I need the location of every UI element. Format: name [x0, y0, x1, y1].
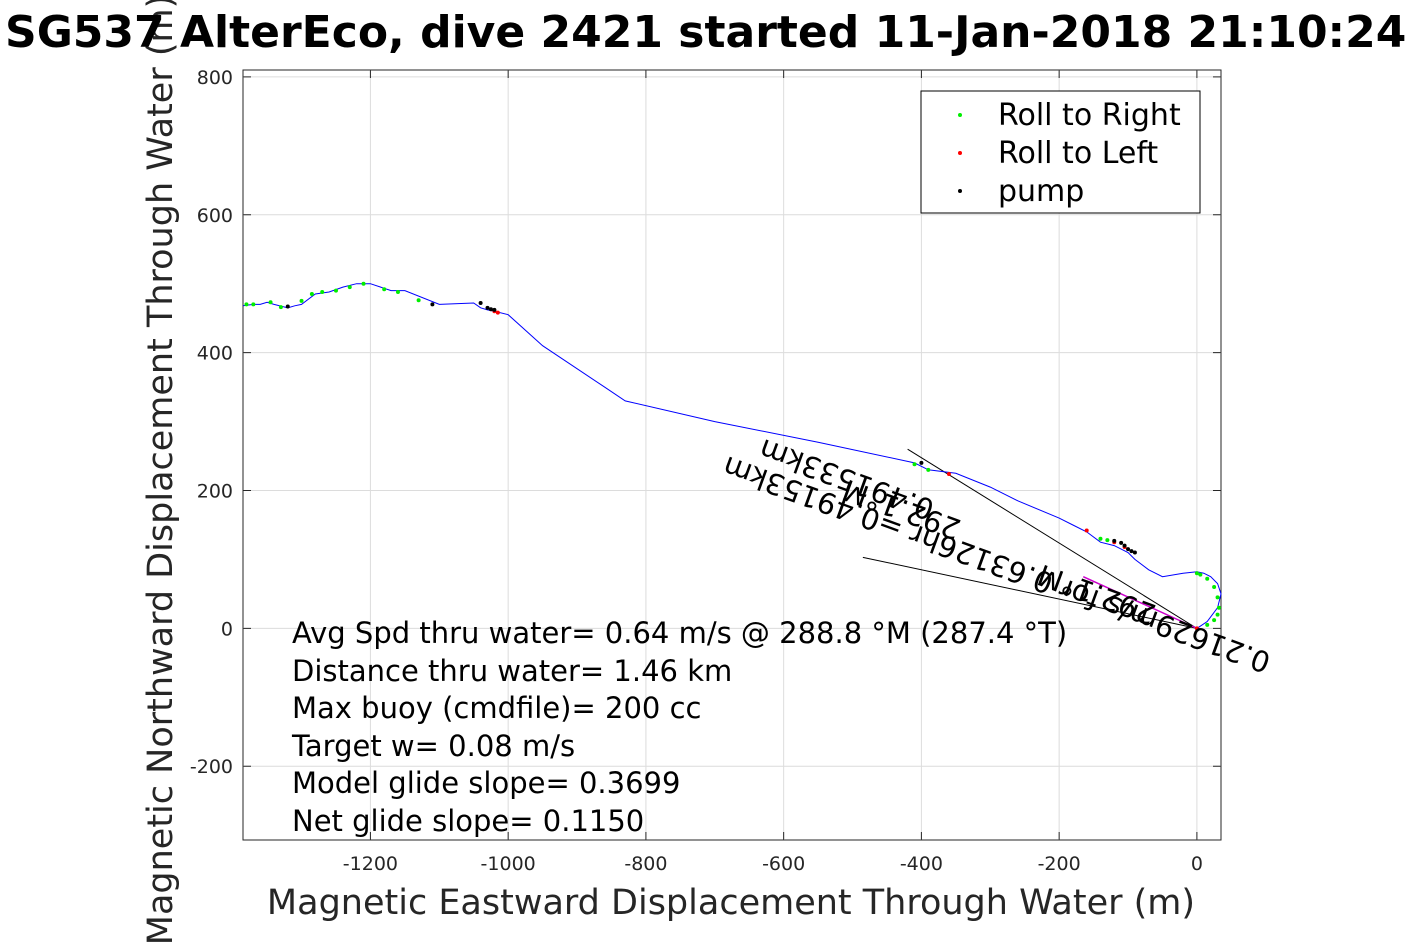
roll-right-point	[1205, 576, 1210, 581]
track-line	[242, 283, 1222, 629]
roll-right-point	[309, 292, 314, 297]
roll-right-point	[1105, 538, 1110, 543]
current-vector-line	[1082, 575, 1198, 630]
stats-annotations: Avg Spd thru water= 0.64 m/s @ 288.8 °M …	[291, 616, 1067, 838]
legend-marker-roll-left	[958, 151, 962, 155]
x-tick-label: -800	[624, 853, 667, 875]
grid	[243, 70, 1221, 840]
roll-right-point	[416, 298, 421, 303]
annotation-avg-speed: Avg Spd thru water= 0.64 m/s @ 288.8 °M …	[292, 616, 1067, 650]
pump-point	[1132, 550, 1137, 555]
roll-right-point	[347, 285, 352, 290]
x-tick-label: -200	[1038, 853, 1081, 875]
roll-right-point	[320, 289, 325, 294]
pump-point	[430, 302, 435, 307]
roll-right-point	[361, 281, 366, 286]
y-tick-label: 200	[197, 481, 233, 503]
roll-right-point	[299, 298, 304, 303]
pump-point	[1129, 549, 1134, 554]
y-tick-label: 800	[197, 67, 233, 89]
pump-point	[485, 305, 490, 310]
roll-right-point	[1198, 572, 1203, 577]
roll-right-point	[1098, 536, 1103, 541]
annotation-model-glide-slope: Model glide slope= 0.3699	[292, 766, 680, 800]
y-axis-label: Magnetic Northward Displacement Through …	[141, 0, 181, 945]
x-tick-label: -1200	[343, 853, 398, 875]
roll-right-point	[395, 289, 400, 294]
roll-left-point	[495, 310, 500, 315]
ticks: -1200 -1000 -800 -600 -400 -200 0 -200 0 200 400 60…	[190, 67, 1221, 875]
legend: Roll to Right Roll to Left pump	[920, 90, 1201, 214]
pump-point	[1112, 538, 1117, 543]
roll-right-point	[1194, 571, 1199, 576]
pump-point	[285, 304, 290, 309]
roll-right-point	[251, 302, 256, 307]
roll-right-point	[278, 305, 283, 310]
y-tick-label: -200	[190, 756, 233, 778]
pump-point	[1119, 540, 1124, 545]
roll-right-point	[1215, 595, 1220, 600]
roll-right-point	[926, 467, 931, 472]
annotation-max-buoy: Max buoy (cmdfile)= 200 cc	[292, 691, 701, 725]
pump-point	[492, 307, 497, 312]
annotation-target-w: Target w= 0.08 m/s	[291, 729, 575, 763]
roll-right-point	[1212, 585, 1217, 590]
roll-right-point	[1216, 605, 1221, 610]
annotation-net-glide-slope: Net glide slope= 0.1150	[292, 804, 644, 838]
pump-point	[478, 300, 483, 305]
pump-point	[1126, 547, 1131, 552]
roll-right-point	[333, 288, 338, 293]
x-tick-label: -600	[762, 853, 805, 875]
roll-right-point	[1215, 612, 1220, 617]
roll-right-point	[1205, 622, 1210, 627]
roll-right-point	[1212, 618, 1217, 623]
legend-box	[920, 90, 1201, 214]
x-tick-label: -400	[900, 853, 943, 875]
legend-label-roll-right: Roll to Right	[998, 98, 1181, 133]
x-axis-label: Magnetic Eastward Displacement Through W…	[267, 883, 1195, 923]
pump-point	[1122, 543, 1127, 548]
roll-left-point	[946, 471, 951, 476]
roll-left-point	[1084, 528, 1089, 533]
legend-label-roll-left: Roll to Left	[998, 136, 1158, 171]
roll-left-point	[1194, 626, 1199, 631]
annotation-distance: Distance thru water= 1.46 km	[292, 654, 732, 688]
y-tick-label: 400	[197, 343, 233, 365]
roll-right-point	[382, 287, 387, 292]
vector-line	[862, 556, 1197, 629]
y-tick-label: 0	[221, 618, 233, 640]
pump-point	[919, 460, 924, 465]
x-tick-label: -1000	[481, 853, 536, 875]
x-tick-label: 0	[1191, 853, 1203, 875]
pump-point	[488, 307, 493, 312]
legend-label-pump: pump	[998, 174, 1084, 209]
y-tick-label: 600	[197, 205, 233, 227]
roll-right-point	[244, 302, 249, 307]
roll-right-point	[912, 462, 917, 467]
chart-title: SG537 AlterEco, dive 2421 started 11-Jan…	[5, 7, 1406, 58]
legend-marker-roll-right	[958, 113, 962, 117]
roll-right-point	[268, 300, 273, 305]
series	[242, 281, 1222, 631]
legend-marker-pump	[958, 189, 962, 193]
vector-line	[907, 448, 1198, 629]
